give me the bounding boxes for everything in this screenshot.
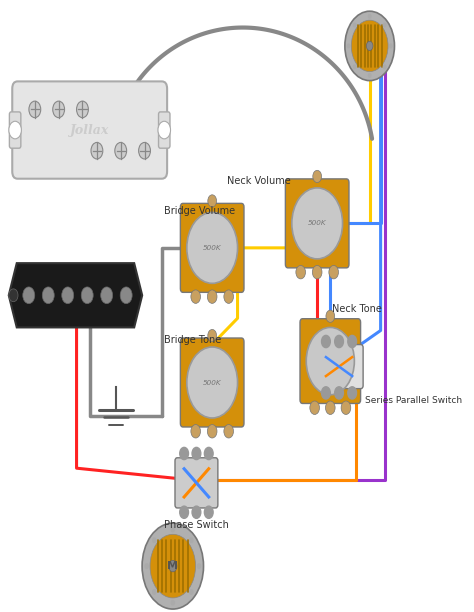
- Circle shape: [208, 329, 217, 341]
- Text: Bridge Tone: Bridge Tone: [164, 335, 221, 345]
- Circle shape: [321, 335, 330, 348]
- Circle shape: [313, 170, 321, 182]
- Circle shape: [145, 564, 148, 569]
- FancyBboxPatch shape: [9, 112, 21, 148]
- Circle shape: [347, 44, 350, 48]
- Circle shape: [81, 287, 93, 304]
- Text: Jollax: Jollax: [70, 124, 109, 136]
- Circle shape: [329, 266, 338, 279]
- Circle shape: [192, 447, 201, 460]
- Circle shape: [120, 287, 132, 304]
- Circle shape: [383, 23, 386, 27]
- FancyBboxPatch shape: [300, 319, 361, 403]
- FancyBboxPatch shape: [175, 458, 218, 508]
- Circle shape: [207, 425, 217, 438]
- Circle shape: [187, 212, 237, 283]
- Text: M: M: [167, 561, 178, 571]
- Circle shape: [348, 387, 356, 399]
- Circle shape: [204, 447, 213, 460]
- Circle shape: [9, 289, 18, 302]
- Circle shape: [326, 401, 335, 414]
- Circle shape: [192, 506, 201, 518]
- Circle shape: [77, 101, 88, 118]
- Circle shape: [354, 65, 356, 69]
- Circle shape: [224, 290, 234, 304]
- Circle shape: [351, 20, 388, 72]
- Circle shape: [366, 41, 373, 51]
- FancyBboxPatch shape: [181, 338, 244, 427]
- Circle shape: [138, 143, 150, 159]
- Circle shape: [368, 15, 371, 18]
- Circle shape: [345, 11, 394, 81]
- Circle shape: [312, 266, 322, 279]
- Circle shape: [190, 590, 193, 594]
- Circle shape: [306, 327, 355, 395]
- Circle shape: [368, 73, 371, 77]
- Circle shape: [180, 447, 189, 460]
- Circle shape: [207, 290, 217, 304]
- Circle shape: [354, 23, 356, 27]
- Circle shape: [341, 401, 351, 414]
- Circle shape: [335, 335, 344, 348]
- Circle shape: [100, 287, 113, 304]
- Circle shape: [197, 564, 201, 569]
- Circle shape: [321, 387, 330, 399]
- Circle shape: [42, 287, 54, 304]
- Circle shape: [335, 387, 344, 399]
- Text: 500K: 500K: [203, 379, 221, 386]
- Circle shape: [91, 143, 103, 159]
- Circle shape: [53, 101, 64, 118]
- Polygon shape: [9, 263, 142, 327]
- Circle shape: [191, 425, 201, 438]
- FancyBboxPatch shape: [315, 345, 363, 389]
- Circle shape: [190, 538, 193, 542]
- Circle shape: [208, 195, 217, 207]
- Circle shape: [169, 561, 177, 572]
- Circle shape: [62, 287, 73, 304]
- Circle shape: [153, 590, 156, 594]
- Circle shape: [23, 287, 35, 304]
- Circle shape: [204, 506, 213, 518]
- Circle shape: [187, 347, 237, 418]
- Text: Neck Tone: Neck Tone: [332, 304, 383, 314]
- Circle shape: [383, 65, 386, 69]
- Circle shape: [310, 401, 319, 414]
- FancyBboxPatch shape: [12, 81, 167, 179]
- Circle shape: [326, 310, 335, 323]
- Circle shape: [29, 101, 41, 118]
- Circle shape: [191, 290, 201, 304]
- Circle shape: [348, 335, 356, 348]
- Circle shape: [115, 143, 127, 159]
- Circle shape: [150, 534, 196, 598]
- FancyBboxPatch shape: [158, 112, 170, 148]
- Circle shape: [180, 506, 189, 518]
- Circle shape: [158, 121, 171, 139]
- Text: Series Parallel Switch: Series Parallel Switch: [365, 397, 463, 405]
- FancyBboxPatch shape: [181, 203, 244, 293]
- Text: Phase Switch: Phase Switch: [164, 520, 229, 530]
- Circle shape: [224, 425, 234, 438]
- Circle shape: [153, 538, 156, 542]
- Circle shape: [171, 528, 174, 532]
- Circle shape: [296, 266, 306, 279]
- Text: 500K: 500K: [203, 245, 221, 251]
- Circle shape: [390, 44, 392, 48]
- Circle shape: [292, 188, 343, 259]
- Circle shape: [142, 523, 203, 609]
- Circle shape: [9, 121, 21, 139]
- Text: 500K: 500K: [308, 220, 327, 226]
- Text: Bridge Volume: Bridge Volume: [164, 206, 235, 216]
- Text: Neck Volume: Neck Volume: [227, 176, 291, 185]
- Circle shape: [171, 600, 174, 605]
- FancyBboxPatch shape: [285, 179, 349, 268]
